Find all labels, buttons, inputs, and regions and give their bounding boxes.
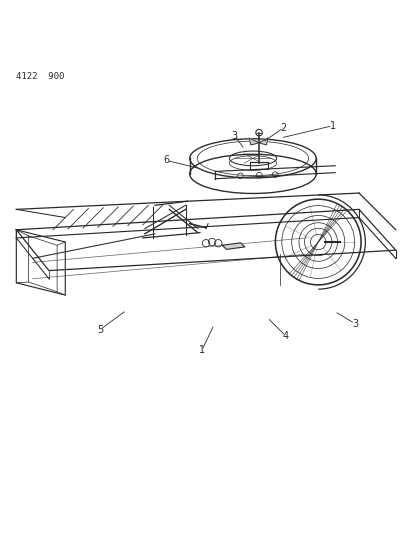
Text: 1: 1 bbox=[199, 345, 205, 355]
Polygon shape bbox=[259, 138, 268, 145]
Text: 3: 3 bbox=[231, 131, 238, 141]
Polygon shape bbox=[222, 243, 245, 249]
Text: 6: 6 bbox=[163, 156, 170, 165]
Text: 4: 4 bbox=[282, 331, 289, 341]
Polygon shape bbox=[249, 138, 259, 145]
Text: 2: 2 bbox=[280, 123, 287, 133]
Text: 1: 1 bbox=[329, 121, 336, 131]
Text: 4122  900: 4122 900 bbox=[16, 72, 65, 81]
Text: 5: 5 bbox=[97, 325, 103, 335]
Text: 3: 3 bbox=[352, 319, 358, 329]
